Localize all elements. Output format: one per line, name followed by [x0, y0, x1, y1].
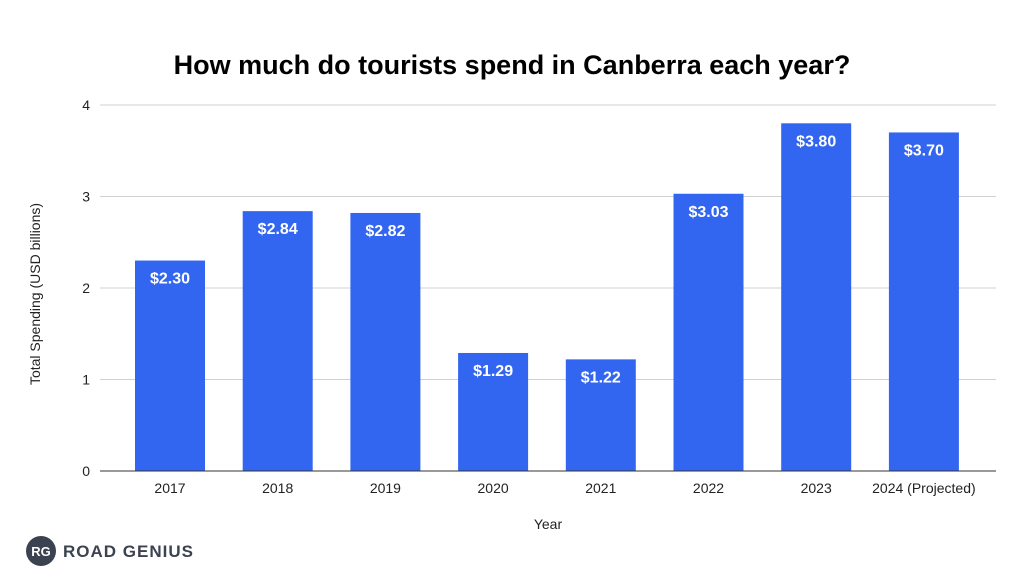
x-tick-label: 2021 — [585, 480, 616, 496]
y-tick-label: 3 — [82, 189, 90, 205]
y-tick-label: 1 — [82, 372, 90, 388]
logo-text: ROAD GENIUS — [63, 542, 194, 561]
bar — [458, 352, 529, 471]
bar — [781, 123, 852, 472]
x-tick-label: 2018 — [262, 480, 293, 496]
gridlines — [100, 104, 996, 380]
bar-data-label: $2.82 — [365, 223, 405, 240]
x-tick-label: 2022 — [693, 480, 724, 496]
logo-badge-icon — [26, 536, 56, 566]
y-tick-label: 0 — [82, 463, 90, 479]
y-axis-label: Total Spending (USD billions) — [27, 203, 43, 385]
bar-data-label: $3.70 — [904, 142, 944, 159]
x-tick-label: 2024 (Projected) — [872, 480, 976, 496]
x-axis-label: Year — [534, 516, 563, 532]
bar-data-label: $3.80 — [796, 133, 836, 150]
y-tick-label: 4 — [82, 97, 90, 113]
chart-title: How much do tourists spend in Canberra e… — [174, 50, 851, 80]
bar — [242, 211, 313, 471]
x-tick-label: 2023 — [801, 480, 832, 496]
x-tick-label: 2019 — [370, 480, 401, 496]
bar-data-label: $2.30 — [150, 271, 190, 288]
bar — [673, 193, 744, 471]
bar-data-label: $3.03 — [688, 204, 728, 221]
y-tick-label: 2 — [82, 280, 90, 296]
bar-data-label: $1.22 — [581, 369, 621, 386]
bar-data-label: $1.29 — [473, 363, 513, 380]
bars — [135, 123, 959, 472]
road-genius-logo: RG ROAD GENIUS — [26, 536, 194, 566]
bar — [565, 359, 636, 471]
x-axis-ticks: 2017 2018 2019 2020 2021 2022 2023 2024 (Projec… — [154, 480, 975, 496]
bar — [350, 212, 421, 471]
x-tick-label: 2020 — [478, 480, 509, 496]
bar-data-labels: $2.30 $2.84 $2.82 $1.29 $1.22 $3.03 $3.80 $3.70 — [150, 133, 944, 386]
bar — [888, 132, 959, 471]
x-tick-label: 2017 — [154, 480, 185, 496]
y-axis-ticks: 0 1 2 3 4 — [82, 97, 90, 479]
bar — [135, 260, 205, 471]
logo-badge-text: RG — [31, 544, 51, 559]
bar-data-label: $2.84 — [258, 221, 298, 238]
